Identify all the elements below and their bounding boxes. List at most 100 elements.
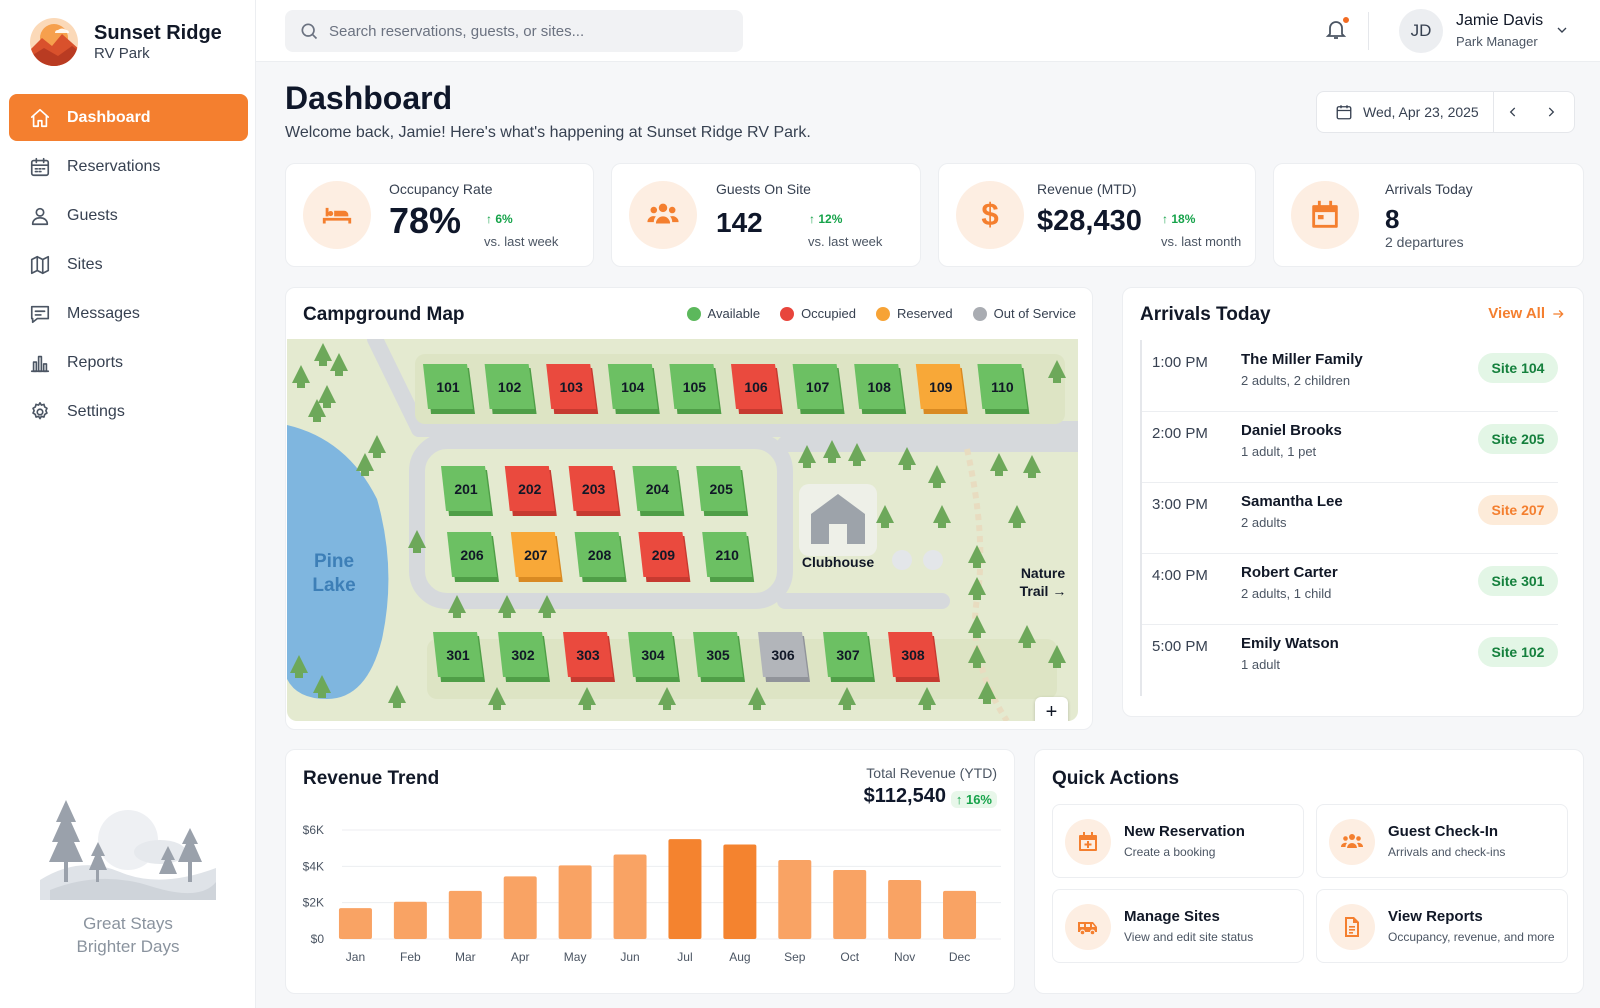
bar-jul[interactable]: [668, 839, 702, 939]
view-reports-button[interactable]: View Reports Occupancy, revenue, and mor…: [1316, 889, 1568, 963]
sidebar-item-reports[interactable]: Reports: [9, 339, 248, 386]
site-210[interactable]: 210: [702, 532, 755, 582]
next-date-button[interactable]: [1532, 91, 1570, 133]
bar-oct[interactable]: [833, 869, 867, 939]
sidebar-item-dashboard[interactable]: Dashboard: [9, 94, 248, 141]
bar-apr[interactable]: [503, 876, 537, 939]
bar-feb[interactable]: [393, 901, 427, 939]
site-label: 301: [446, 647, 470, 663]
arrival-row[interactable]: 2:00 PM Daniel Brooks 1 adult, 1 pet Site 2…: [1140, 411, 1558, 483]
campground-map[interactable]: Clubhouse Pine Lake Nature Trail → 101 10…: [287, 339, 1078, 721]
site-label: 308: [901, 647, 925, 663]
site-302[interactable]: 302: [498, 632, 550, 682]
site-306[interactable]: 306: [758, 632, 810, 682]
bar-may[interactable]: [558, 865, 592, 939]
site-108[interactable]: 108: [854, 364, 907, 414]
site-badge[interactable]: Site 301: [1478, 566, 1558, 596]
arrival-row[interactable]: 3:00 PM Samantha Lee 2 adults Site 207: [1140, 482, 1558, 554]
bar-chart-icon: [30, 355, 50, 372]
search-icon: [301, 23, 318, 40]
arrival-time: 2:00 PM: [1152, 425, 1208, 442]
zoom-in-button[interactable]: +: [1035, 697, 1068, 721]
stat-label: Arrivals Today: [1385, 181, 1473, 197]
quick-actions-title: Quick Actions: [1052, 768, 1180, 789]
site-107[interactable]: 107: [792, 364, 845, 414]
site-301[interactable]: 301: [433, 632, 485, 682]
site-badge[interactable]: Site 205: [1478, 424, 1558, 454]
arrival-row[interactable]: 5:00 PM Emily Watson 1 adult Site 102: [1140, 624, 1558, 696]
site-101[interactable]: 101: [423, 364, 475, 414]
page-title: Dashboard: [285, 80, 453, 116]
site-label: 208: [588, 547, 612, 563]
site-105[interactable]: 105: [669, 364, 722, 414]
clubhouse-icon: [811, 494, 865, 544]
brand[interactable]: Sunset Ridge RV Park: [28, 16, 222, 68]
site-308[interactable]: 308: [888, 632, 940, 682]
tree-icon: [578, 687, 596, 710]
site-102[interactable]: 102: [484, 364, 537, 414]
search-input[interactable]: [329, 22, 729, 40]
site-badge[interactable]: Site 102: [1478, 637, 1558, 667]
bar-mar[interactable]: [448, 890, 482, 939]
bar-jan[interactable]: [338, 908, 372, 939]
legend-reserved: Reserved: [875, 306, 953, 321]
site-label: 307: [836, 647, 860, 663]
site-307[interactable]: 307: [823, 632, 875, 682]
sidebar-item-messages[interactable]: Messages: [9, 290, 248, 337]
quick-actions-card: Quick Actions New Reservation Create a b…: [1034, 749, 1584, 994]
arrival-row[interactable]: 4:00 PM Robert Carter 2 adults, 1 child Sit…: [1140, 553, 1558, 625]
sidebar-item-sites[interactable]: Sites: [9, 241, 248, 288]
legend-occupied: Occupied: [780, 306, 856, 321]
site-202[interactable]: 202: [504, 466, 557, 516]
site-103[interactable]: 103: [546, 364, 599, 414]
sidebar-nav: Dashboard Reservations Guests Sites Mess…: [9, 94, 248, 437]
site-205[interactable]: 205: [696, 466, 749, 516]
site-203[interactable]: 203: [568, 466, 621, 516]
site-208[interactable]: 208: [574, 532, 627, 582]
bar-jun[interactable]: [613, 854, 647, 939]
search-bar[interactable]: [285, 10, 743, 52]
tree-icon: [658, 687, 676, 710]
site-207[interactable]: 207: [510, 532, 563, 582]
sidebar-item-guests[interactable]: Guests: [9, 192, 248, 239]
stat-value: 8: [1385, 204, 1400, 234]
tree-icon: [356, 453, 374, 476]
bar-nov[interactable]: [888, 879, 922, 939]
view-all-link[interactable]: View All: [1488, 305, 1565, 322]
site-204[interactable]: 204: [632, 466, 685, 516]
site-304[interactable]: 304: [628, 632, 680, 682]
bar-dec[interactable]: [943, 890, 977, 939]
notifications-button[interactable]: [1324, 15, 1351, 43]
tree-icon: [314, 343, 332, 366]
site-201[interactable]: 201: [441, 466, 493, 516]
site-104[interactable]: 104: [607, 364, 660, 414]
guest-check-in-button[interactable]: Guest Check-In Arrivals and check-ins: [1316, 804, 1568, 878]
site-badge[interactable]: Site 207: [1478, 495, 1558, 525]
new-reservation-button[interactable]: New Reservation Create a booking: [1052, 804, 1304, 878]
avatar[interactable]: JD: [1399, 9, 1443, 53]
bar-aug[interactable]: [723, 844, 757, 939]
site-209[interactable]: 209: [638, 532, 691, 582]
sidebar-item-reservations[interactable]: Reservations: [9, 143, 248, 190]
manage-sites-button[interactable]: Manage Sites View and edit site status: [1052, 889, 1304, 963]
notification-dot: [1341, 15, 1351, 25]
stat-value: 142: [716, 207, 763, 238]
site-303[interactable]: 303: [563, 632, 615, 682]
date-picker[interactable]: Wed, Apr 23, 2025: [1316, 91, 1575, 133]
site-109[interactable]: 109: [915, 364, 968, 414]
chevron-down-icon[interactable]: [1554, 22, 1570, 38]
prev-date-button[interactable]: [1494, 91, 1532, 133]
sidebar-item-settings[interactable]: Settings: [9, 388, 248, 435]
site-106[interactable]: 106: [731, 364, 783, 414]
trail-label: Nature: [1021, 565, 1066, 581]
legend-out-of-service: Out of Service: [972, 306, 1076, 321]
site-206[interactable]: 206: [447, 532, 499, 582]
site-badge[interactable]: Site 104: [1478, 353, 1558, 383]
bar-sep[interactable]: [778, 859, 812, 939]
site-305[interactable]: 305: [693, 632, 745, 682]
arrival-row[interactable]: 1:00 PM The Miller Family 2 adults, 2 chil…: [1140, 340, 1558, 412]
site-110[interactable]: 110: [977, 364, 1030, 414]
x-tick-label: Nov: [894, 950, 915, 964]
tree-icon: [308, 399, 326, 422]
sidebar-tagline: Great Stays Brighter Days: [76, 914, 180, 956]
